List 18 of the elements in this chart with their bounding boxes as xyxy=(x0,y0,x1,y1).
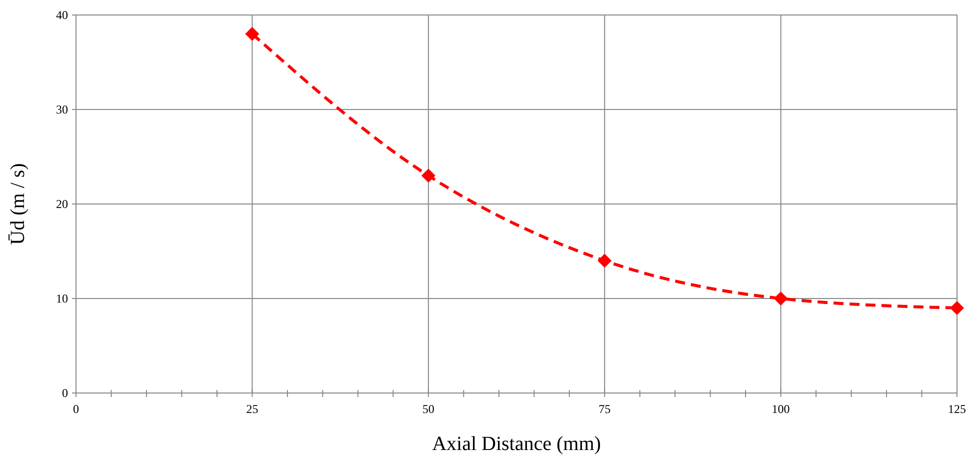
x-tick-label: 0 xyxy=(73,402,79,416)
x-tick-label: 100 xyxy=(772,402,790,416)
y-tick-label: 30 xyxy=(56,102,68,116)
x-tick-label: 75 xyxy=(598,402,611,416)
x-tick-label: 125 xyxy=(948,402,966,416)
point xyxy=(950,300,964,315)
y-tick-label: 20 xyxy=(56,197,68,211)
point xyxy=(421,168,436,183)
y-axis-title: Ūd (m / s) xyxy=(7,163,29,245)
point xyxy=(774,292,788,306)
x-axis-title: Axial Distance (mm) xyxy=(432,433,601,455)
point xyxy=(598,254,612,268)
x-tick-label: 25 xyxy=(246,402,258,416)
y-tick-label: 10 xyxy=(56,292,68,306)
x-tick-label: 50 xyxy=(422,402,434,416)
y-tick-label: 0 xyxy=(62,386,68,400)
point xyxy=(245,26,260,41)
y-tick-label: 40 xyxy=(56,8,68,22)
